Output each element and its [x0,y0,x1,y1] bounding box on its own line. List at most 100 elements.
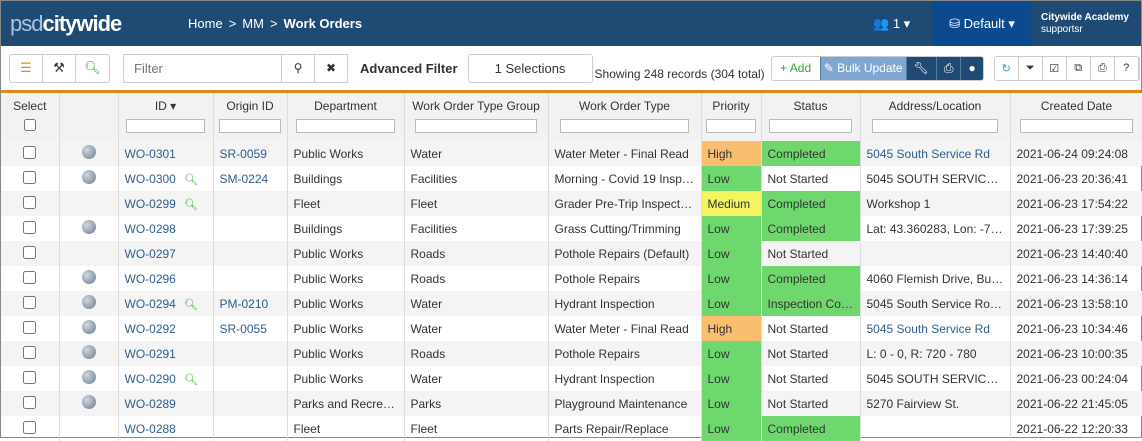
globe-icon[interactable] [82,170,96,184]
column-filter-input[interactable] [872,119,999,133]
breadcrumb-mm[interactable]: MM [242,16,264,31]
row-checkbox[interactable] [23,346,36,359]
zoom-button[interactable]: 🔍︎ [76,55,109,82]
id-link[interactable]: WO-0301 [125,147,176,161]
column-header[interactable] [59,93,118,141]
zoom-icon[interactable]: 🔍︎ [184,374,198,386]
clear-filter-icon[interactable]: ✖ [314,55,347,82]
row-checkbox[interactable] [23,396,36,409]
table-row[interactable]: WO-0294🔍︎ PM-0210 Public Works Water Hyd… [1,291,1142,316]
zoom-icon[interactable]: 🔍︎ [184,174,198,186]
id-link[interactable]: WO-0289 [125,397,176,411]
column-header[interactable]: Origin ID [213,93,287,141]
id-link[interactable]: WO-0298 [125,222,176,236]
column-filter-input[interactable] [219,119,281,133]
id-link[interactable]: WO-0300 [125,172,176,186]
table-row[interactable]: WO-0300🔍︎ SM-0224 Buildings Facilities M… [1,166,1142,191]
row-checkbox[interactable] [23,271,36,284]
help-icon[interactable]: ? [1115,57,1139,80]
column-filter-input[interactable] [1020,119,1132,133]
globe-icon[interactable] [82,145,96,159]
address-link[interactable]: 5045 South Service Rd [867,147,990,161]
filter-icon[interactable]: ⏷ [1019,57,1043,80]
id-link[interactable]: WO-0294 [125,297,176,311]
origin-link[interactable]: SM-0224 [220,172,269,186]
column-filter-input[interactable] [296,119,395,133]
table-row[interactable]: WO-0296 Public Works Roads Pothole Repai… [1,266,1142,291]
column-header[interactable]: Select [1,93,59,141]
globe-icon[interactable] [82,270,96,284]
row-checkbox[interactable] [23,146,36,159]
search-icon[interactable]: ⚲ [281,55,314,82]
origin-link[interactable]: SR-0055 [220,322,267,336]
select-all-checkbox[interactable] [24,119,36,131]
wrench-icon[interactable]: 🔧︎ [906,57,936,80]
globe-icon[interactable] [82,295,96,309]
selections-button[interactable]: 1 Selections [468,54,593,83]
zoom-icon[interactable]: 🔍︎ [184,199,198,211]
advanced-filter-link[interactable]: Advanced Filter [360,61,458,76]
column-filter-input[interactable] [706,119,756,133]
id-link[interactable]: WO-0290 [125,372,176,386]
row-checkbox[interactable] [23,196,36,209]
column-header[interactable]: Work Order Type Group [404,93,548,141]
table-row[interactable]: WO-0289 Parks and Recreation Parks Playg… [1,391,1142,416]
address-link[interactable]: 5045 South Service Rd [867,322,990,336]
check-icon[interactable]: ☑ [1043,57,1067,80]
column-header[interactable]: Department [287,93,404,141]
table-row[interactable]: WO-0292 SR-0055 Public Works Water Water… [1,316,1142,341]
column-header[interactable]: Status [761,93,860,141]
column-header[interactable]: ID ▾ [118,93,213,141]
row-checkbox[interactable] [23,296,36,309]
column-filter-input[interactable] [769,119,852,133]
logo[interactable]: psdcitywide [10,11,188,37]
table-row[interactable]: WO-0288 Fleet Fleet Parts Repair/Replace… [1,416,1142,441]
zoom-icon[interactable]: 🔍︎ [184,299,198,311]
table-row[interactable]: WO-0290🔍︎ Public Works Water Hydrant Ins… [1,366,1142,391]
row-checkbox[interactable] [23,321,36,334]
hammer-button[interactable]: ⚒ [43,55,76,82]
row-checkbox[interactable] [23,371,36,384]
row-checkbox[interactable] [23,246,36,259]
id-link[interactable]: WO-0292 [125,322,176,336]
origin-link[interactable]: PM-0210 [220,297,269,311]
row-checkbox[interactable] [23,221,36,234]
column-header[interactable]: Address/Location [860,93,1010,141]
copy-icon[interactable]: ⧉ [1067,57,1091,80]
table-row[interactable]: WO-0297 Public Works Roads Pothole Repai… [1,241,1142,266]
bulk-update-button[interactable]: ✎ Bulk Update [820,57,906,80]
table-row[interactable]: WO-0291 Public Works Roads Pothole Repai… [1,341,1142,366]
id-link[interactable]: WO-0296 [125,272,176,286]
users-dropdown[interactable]: 👥 1 ▾ [873,16,933,32]
globe-icon[interactable]: ● [960,57,982,80]
database-dropdown[interactable]: ⛁ Default ▾ [933,1,1031,46]
globe-icon[interactable] [82,320,96,334]
table-row[interactable]: WO-0298 Buildings Facilities Grass Cutti… [1,216,1142,241]
globe-icon[interactable] [82,345,96,359]
globe-icon[interactable] [82,395,96,409]
column-header[interactable]: Created Date [1010,93,1142,141]
id-link[interactable]: WO-0299 [125,197,176,211]
id-link[interactable]: WO-0297 [125,247,176,261]
column-header[interactable]: Priority [701,93,761,141]
row-checkbox[interactable] [23,421,36,434]
refresh-icon[interactable]: ↻ [995,57,1019,80]
table-row[interactable]: WO-0301 SR-0059 Public Works Water Water… [1,141,1142,166]
filter-input[interactable] [124,55,281,82]
globe-icon[interactable] [82,370,96,384]
list-view-button[interactable]: ☰ [10,55,43,82]
column-filter-input[interactable] [560,119,689,133]
table-row[interactable]: WO-0299🔍︎ Fleet Fleet Grader Pre-Trip In… [1,191,1142,216]
globe-icon[interactable] [82,220,96,234]
breadcrumb-home[interactable]: Home [188,16,223,31]
column-header[interactable]: Work Order Type [548,93,701,141]
origin-link[interactable]: SR-0059 [220,147,267,161]
column-filter-input[interactable] [126,119,206,133]
row-checkbox[interactable] [23,171,36,184]
print-icon[interactable]: ⎙ [1091,57,1115,80]
id-link[interactable]: WO-0291 [125,347,176,361]
print-icon[interactable]: ⎙ [936,57,961,80]
column-filter-input[interactable] [415,119,537,133]
add-button[interactable]: + Add [772,57,820,80]
